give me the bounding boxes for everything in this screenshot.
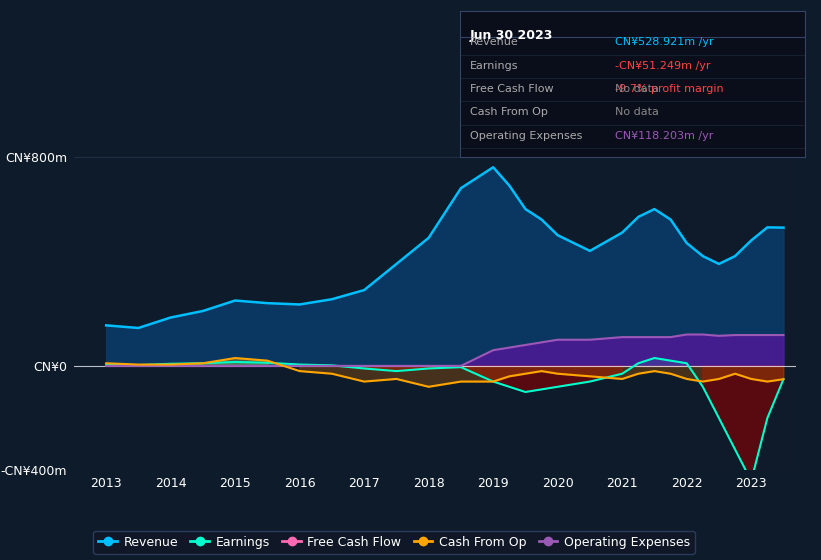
Legend: Revenue, Earnings, Free Cash Flow, Cash From Op, Operating Expenses: Revenue, Earnings, Free Cash Flow, Cash … (94, 531, 695, 554)
Text: Revenue: Revenue (470, 38, 519, 48)
Bar (686, 157, 796, 470)
Text: CN¥118.203m /yr: CN¥118.203m /yr (615, 130, 713, 141)
Text: Cash From Op: Cash From Op (470, 108, 548, 117)
Text: -CN¥51.249m /yr: -CN¥51.249m /yr (615, 60, 710, 71)
Text: Free Cash Flow: Free Cash Flow (470, 84, 553, 94)
Text: No data: No data (615, 84, 658, 94)
Text: No data: No data (615, 108, 658, 117)
Text: CN¥528.921m /yr: CN¥528.921m /yr (615, 38, 713, 48)
Text: Earnings: Earnings (470, 60, 519, 71)
Text: Jun 30 2023: Jun 30 2023 (470, 29, 553, 41)
Text: -9.7% profit margin: -9.7% profit margin (615, 84, 723, 94)
Text: Operating Expenses: Operating Expenses (470, 130, 582, 141)
